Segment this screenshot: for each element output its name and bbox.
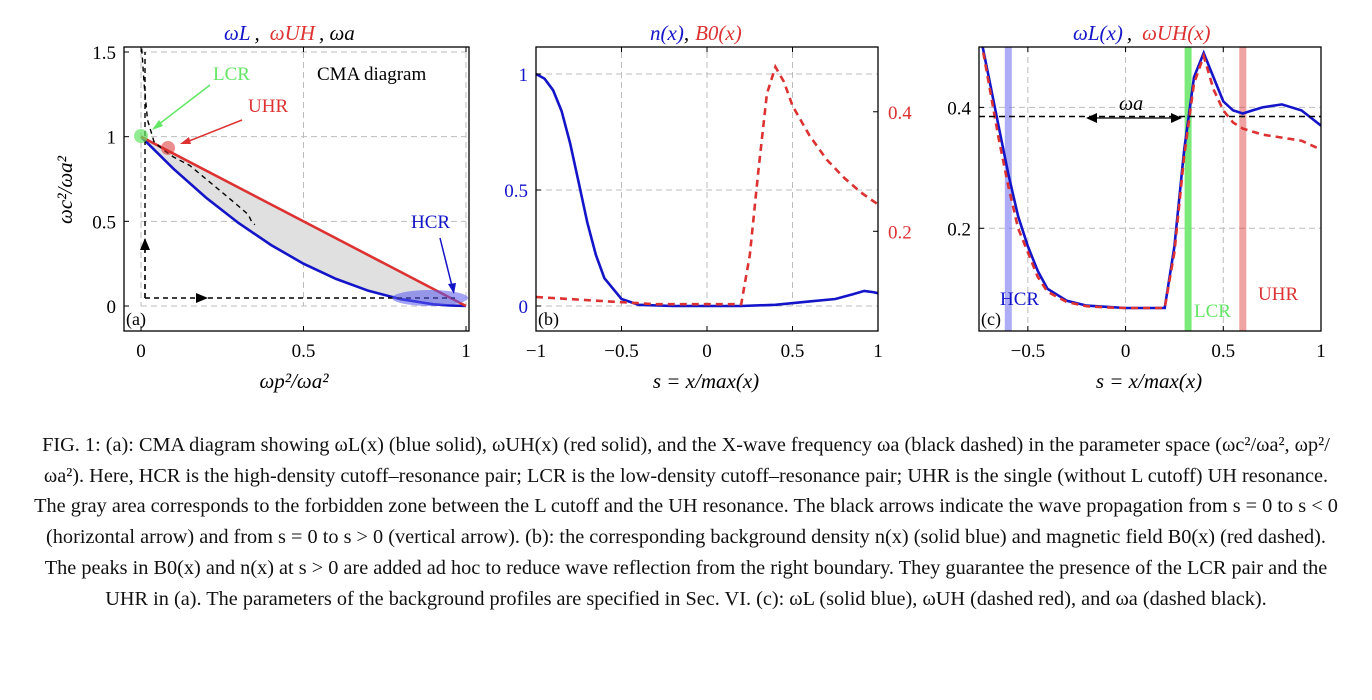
uhr-marker xyxy=(161,141,175,155)
x-tick-label: 0.5 xyxy=(292,341,316,362)
x-tick-label: −0.5 xyxy=(1011,341,1045,362)
x-tick-label: 0 xyxy=(1121,341,1131,362)
y-tick-label: 0.5 xyxy=(92,212,116,233)
x-tick-label: 1 xyxy=(461,341,471,362)
vertical-arrow-head xyxy=(140,238,150,250)
uhr-label: UHR xyxy=(248,96,288,117)
y-tick-label: 0 xyxy=(107,297,117,318)
panel-c-ticks: −0.5 0 0.5 1 0.2 0.4 xyxy=(947,47,1326,362)
title-omega-a: , ωa xyxy=(319,21,355,45)
lcr-label: LCR xyxy=(213,64,250,85)
y-tick-label: 1.5 xyxy=(92,43,116,64)
hcr-marker xyxy=(392,290,468,306)
lcr-marker xyxy=(134,129,148,143)
omega-l-profile xyxy=(981,47,1321,310)
horizontal-arrow-head xyxy=(196,293,208,303)
lcr-band-label: LCR xyxy=(1194,301,1231,322)
uhr-band-label: UHR xyxy=(1258,284,1298,305)
uhr-band xyxy=(1239,47,1247,331)
y-tick-label: 0.4 xyxy=(947,98,971,119)
omega-uh-profile xyxy=(980,47,1321,310)
title-omega-l-x: ωL(x) xyxy=(1073,21,1123,45)
cma-diagram-label: CMA diagram xyxy=(317,64,426,85)
panel-a-title: ωL, ωUH, ωa xyxy=(224,21,355,45)
panel-c-title: ωL(x), ωUH(x) xyxy=(1073,21,1211,45)
omega-uh-line xyxy=(140,135,467,308)
panel-c-frame xyxy=(978,46,1322,332)
y-tick-label-right: 0.4 xyxy=(888,103,912,124)
title-omega-uh-x: ωUH(x) xyxy=(1142,21,1210,45)
x-tick-label: 0.5 xyxy=(1211,341,1235,362)
y-tick-label-left: 0 xyxy=(519,297,529,318)
y-tick-label-left: 1 xyxy=(519,65,529,86)
density-curve xyxy=(535,72,879,308)
y-tick-label: 1 xyxy=(107,128,117,149)
title-b0: B0(x) xyxy=(695,21,742,45)
uhr-arrow-head xyxy=(180,137,191,144)
panel-a-ylabel: ωc²/ωa² xyxy=(53,155,77,224)
x-tick-label: 0 xyxy=(136,341,146,362)
omega-a-arrow-right xyxy=(1171,113,1182,123)
panel-b-ticks: −1 −0.5 0 0.5 1 0 0.5 1 0.2 0.4 xyxy=(504,47,912,362)
panel-a-frame xyxy=(123,46,470,332)
magnetic-field-curve xyxy=(535,63,879,306)
x-tick-label: 1 xyxy=(1316,341,1326,362)
omega-a-arrow-left xyxy=(1086,113,1097,123)
panel-c: ωa HCR LCR UHR (c) −0.5 0 0.5 1 0.2 0.4 ωL(x)… xyxy=(947,21,1326,393)
panel-b-title: n(x), B0(x) xyxy=(650,21,742,45)
title-sep-c: , xyxy=(1127,21,1132,45)
x-tick-label: 0.5 xyxy=(781,341,805,362)
panel-b-letter: (b) xyxy=(538,309,559,330)
x-tick-label: 0 xyxy=(702,341,712,362)
panel-a-xlabel: ωp²/ωa² xyxy=(259,369,329,393)
panel-a-letter: (a) xyxy=(126,309,146,330)
title-sep-1: , xyxy=(255,21,260,45)
lcr-arrow xyxy=(153,84,211,129)
title-sep-b: , xyxy=(684,21,689,45)
x-tick-label: 1 xyxy=(873,341,883,362)
figure-1: LCR UHR HCR CMA diagram (a) 0 0.5 1 0 0.5 1 1.… xyxy=(53,21,1326,393)
panel-c-xlabel: s = x/max(x) xyxy=(1096,369,1202,393)
hcr-label: HCR xyxy=(411,212,450,233)
y-tick-label-right: 0.2 xyxy=(888,222,912,243)
hcr-band-label: HCR xyxy=(1000,289,1039,310)
panel-a: LCR UHR HCR CMA diagram (a) 0 0.5 1 0 0.5 1 1.… xyxy=(53,21,471,393)
x-tick-label: −1 xyxy=(526,341,546,362)
lcr-band xyxy=(1184,47,1192,331)
figure-caption: FIG. 1: (a): CMA diagram showing ωL(x) (… xyxy=(34,434,1338,610)
panel-b: (b) −1 −0.5 0 0.5 1 0 0.5 1 0.2 0.4 n(x), B0(x) s … xyxy=(504,21,912,393)
hcr-arrow-head xyxy=(448,283,456,294)
title-omega-uh: ωUH xyxy=(270,21,317,45)
panel-b-xlabel: s = x/max(x) xyxy=(653,369,759,393)
panel-c-letter: (c) xyxy=(981,309,1001,330)
lcr-arrow-head xyxy=(152,120,163,130)
omega-a-label: ωa xyxy=(1119,93,1143,115)
title-omega-l: ωL xyxy=(224,21,251,45)
hcr-arrow xyxy=(439,237,454,291)
panel-b-frame xyxy=(535,46,879,332)
y-tick-label: 0.2 xyxy=(947,219,971,240)
x-tick-label: −0.5 xyxy=(604,341,638,362)
omega-a-dashed-curve xyxy=(141,48,256,226)
panel-a-ticks: 0 0.5 1 0 0.5 1 1.5 xyxy=(92,43,471,362)
title-n: n(x) xyxy=(650,21,684,45)
panel-b-grid xyxy=(536,52,878,307)
uhr-arrow xyxy=(183,119,243,144)
y-tick-label-left: 0.5 xyxy=(504,181,528,202)
